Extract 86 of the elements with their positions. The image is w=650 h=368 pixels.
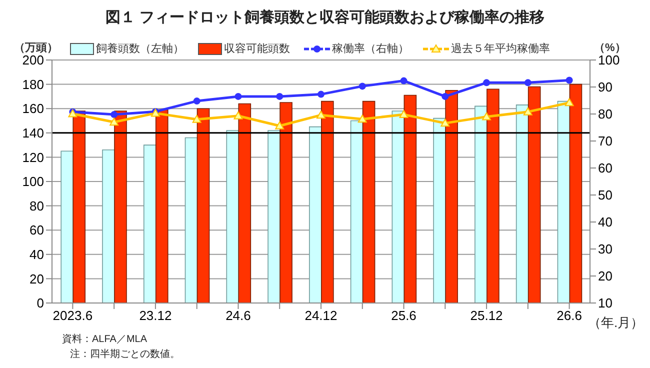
y2-tick-label: 100: [598, 52, 620, 68]
legend-label: 収容可能頭数: [223, 42, 290, 56]
y-tick-label: 60: [30, 222, 44, 238]
bar: [184, 137, 198, 303]
point: [110, 111, 118, 118]
point: [110, 118, 119, 126]
y-tick-label: 120: [22, 150, 44, 165]
bar: [143, 144, 156, 303]
point: [192, 114, 202, 123]
point: [400, 77, 408, 84]
y2-tick-label: 60: [598, 160, 612, 176]
bar: [474, 106, 488, 303]
point: [564, 98, 574, 106]
text: 注：四半期ごとの数値。: [70, 348, 180, 361]
x-tick-label: 26.6: [556, 308, 582, 324]
point: [523, 107, 532, 116]
y-tick-label: 20: [30, 271, 44, 286]
y-tick-label: 100: [22, 174, 44, 190]
bar: [433, 118, 446, 303]
bar: [350, 120, 364, 303]
x-tick-label: 2023.6: [52, 308, 93, 324]
y-tick-label: 180: [22, 76, 44, 92]
y2-tick-label: 70: [598, 134, 612, 149]
bar: [557, 100, 570, 303]
bar: [569, 84, 582, 303]
bar: [280, 102, 292, 303]
bar: [528, 86, 541, 303]
point: [275, 121, 284, 130]
bar: [238, 103, 252, 303]
point: [318, 90, 324, 98]
y2-tick-label: 20: [598, 268, 612, 284]
point: [358, 114, 367, 123]
bar: [268, 130, 280, 303]
point: [234, 111, 243, 120]
point: [358, 82, 366, 90]
legend-label: 過去５年平均稼働率: [450, 42, 550, 56]
bar: [486, 88, 500, 303]
x-tick-label: 25.12: [470, 308, 503, 324]
legend-label: 飼養頭数（左軸）: [95, 42, 184, 56]
bar: [226, 130, 240, 303]
bar: [392, 110, 405, 303]
point: [440, 118, 450, 127]
point: [193, 98, 200, 105]
y2-axis-title: （%）: [594, 41, 626, 55]
point: [442, 92, 449, 100]
y2-tick-label: 80: [598, 106, 612, 122]
y2-tick-label: 50: [598, 188, 612, 203]
bar: [404, 94, 417, 303]
y-tick-label: 160: [22, 101, 44, 116]
point: [399, 110, 408, 118]
point: [482, 112, 492, 120]
y-tick-label: 0: [36, 296, 44, 311]
x-tick-label: 24.12: [304, 308, 338, 324]
y2-tick-label: 90: [598, 80, 612, 95]
point: [524, 79, 532, 86]
y-axis-title: （万頭）: [14, 41, 58, 55]
bar: [362, 100, 376, 303]
bar: [155, 109, 168, 303]
point: [316, 110, 326, 119]
bar: [60, 150, 74, 303]
bar: [114, 110, 127, 303]
legend-label: 稼働率（右軸）: [331, 42, 409, 56]
x-tick-label: 25.6: [391, 308, 416, 324]
y2-tick-label: 30: [598, 242, 612, 257]
point: [483, 79, 490, 86]
point: [234, 92, 242, 100]
y-tick-label: 200: [22, 52, 44, 68]
bar: [516, 104, 529, 303]
y-tick-label: 80: [30, 198, 44, 214]
y2-tick-label: 10: [598, 296, 612, 311]
y-tick-label: 40: [30, 247, 44, 262]
bar: [321, 100, 334, 303]
y-tick-label: 140: [22, 126, 44, 141]
point: [566, 76, 573, 84]
text: 資料：ALFA／MLA: [62, 332, 148, 346]
point: [276, 92, 284, 100]
bar: [445, 90, 458, 303]
x-axis-title: （年.月）: [588, 314, 644, 332]
bar: [72, 110, 86, 303]
bar: [102, 150, 115, 303]
y2-tick-label: 40: [598, 214, 612, 230]
x-tick-label: 23.12: [139, 308, 172, 324]
bar: [309, 126, 322, 303]
x-tick-label: 24.6: [226, 308, 251, 324]
chart-title: 図１ フィードロット飼養頭数と収容可能頭数および稼働率の推移: [104, 8, 546, 27]
bar: [196, 108, 210, 303]
